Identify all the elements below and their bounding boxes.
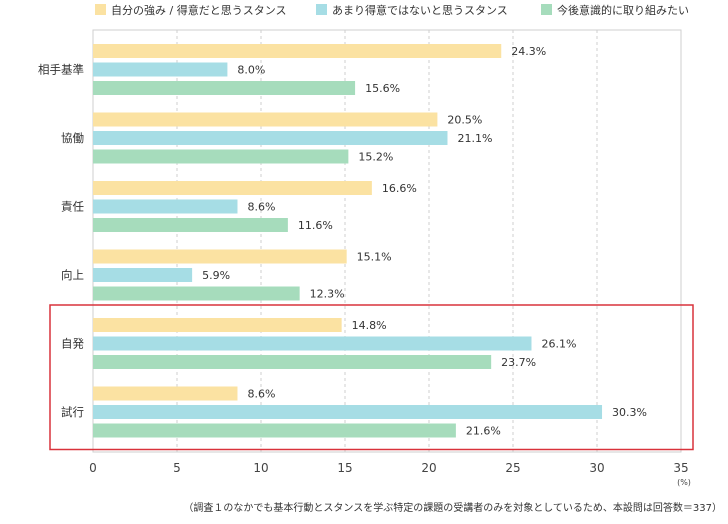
data-label: 21.6%	[466, 425, 501, 438]
data-label: 20.5%	[447, 114, 482, 127]
bar	[93, 199, 238, 214]
x-tick-label: 10	[253, 461, 268, 475]
x-axis-unit: (%)	[677, 478, 691, 487]
data-label: 11.6%	[298, 219, 333, 232]
bar	[93, 355, 492, 369]
plot-area	[92, 29, 682, 453]
data-label: 15.1%	[357, 251, 392, 264]
x-tick-label: 30	[589, 461, 604, 475]
bar	[93, 286, 300, 301]
legend-label: 今後意識的に取り組みたい	[557, 3, 689, 17]
bar	[93, 149, 349, 164]
bar	[93, 181, 372, 195]
legend-swatch	[316, 4, 327, 15]
category-label: 相手基準	[38, 63, 84, 77]
bar	[93, 336, 532, 351]
bar	[93, 131, 448, 145]
x-tick-label: 15	[337, 461, 352, 475]
legend: 自分の強み / 得意だと思うスタンス あまり得意ではないと思うスタンス 今後意識的に…	[95, 3, 689, 17]
x-tick-label: 5	[173, 461, 181, 475]
data-label: 30.3%	[612, 406, 647, 419]
highlight-box	[49, 304, 694, 451]
bar	[93, 318, 342, 332]
legend-label: あまり得意ではないと思うスタンス	[332, 3, 508, 17]
legend-swatch	[95, 4, 106, 15]
x-tick-label: 0	[89, 461, 97, 475]
bar	[93, 112, 438, 127]
category-label: 試行	[61, 405, 84, 419]
bars: 24.3% 8.0% 15.6% 20.5% 21.1% 15.2% 16.6% 8.6% 11…	[93, 44, 647, 438]
data-label: 14.8%	[352, 319, 387, 332]
bar	[93, 218, 288, 232]
bar	[93, 249, 347, 264]
category-label: 向上	[61, 268, 84, 282]
bar	[93, 62, 228, 77]
category-label: 協働	[61, 131, 84, 145]
bar	[93, 386, 238, 401]
data-label: 21.1%	[457, 132, 492, 145]
x-axis-ticks: 0 5 10 15 20 25 30 35	[89, 461, 688, 475]
category-label: 責任	[61, 200, 84, 214]
x-tick-label: 35	[673, 461, 688, 475]
legend-swatch	[541, 4, 552, 15]
category-label: 自発	[61, 337, 84, 351]
data-label: 24.3%	[511, 45, 546, 58]
bar	[93, 405, 603, 419]
data-label: 15.2%	[358, 151, 393, 164]
data-label: 26.1%	[541, 338, 576, 351]
data-label: 16.6%	[382, 182, 417, 195]
bar	[93, 44, 502, 58]
data-label: 8.6%	[247, 201, 275, 214]
data-label: 8.6%	[247, 388, 275, 401]
data-label: 5.9%	[202, 269, 230, 282]
bar	[93, 81, 356, 95]
data-label: 23.7%	[501, 356, 536, 369]
data-label: 15.6%	[365, 82, 400, 95]
x-tick-label: 25	[505, 461, 520, 475]
data-label: 12.3%	[310, 288, 345, 301]
legend-label: 自分の強み / 得意だと思うスタンス	[111, 3, 286, 17]
bar	[93, 423, 456, 438]
x-tick-label: 20	[421, 461, 436, 475]
gridlines	[176, 30, 598, 452]
bar	[93, 268, 193, 282]
footnote: （調査１のなかでも基本行動とスタンスを学ぶ特定の課題の受講者のみを対象としている…	[183, 501, 722, 514]
data-label: 8.0%	[237, 64, 265, 77]
